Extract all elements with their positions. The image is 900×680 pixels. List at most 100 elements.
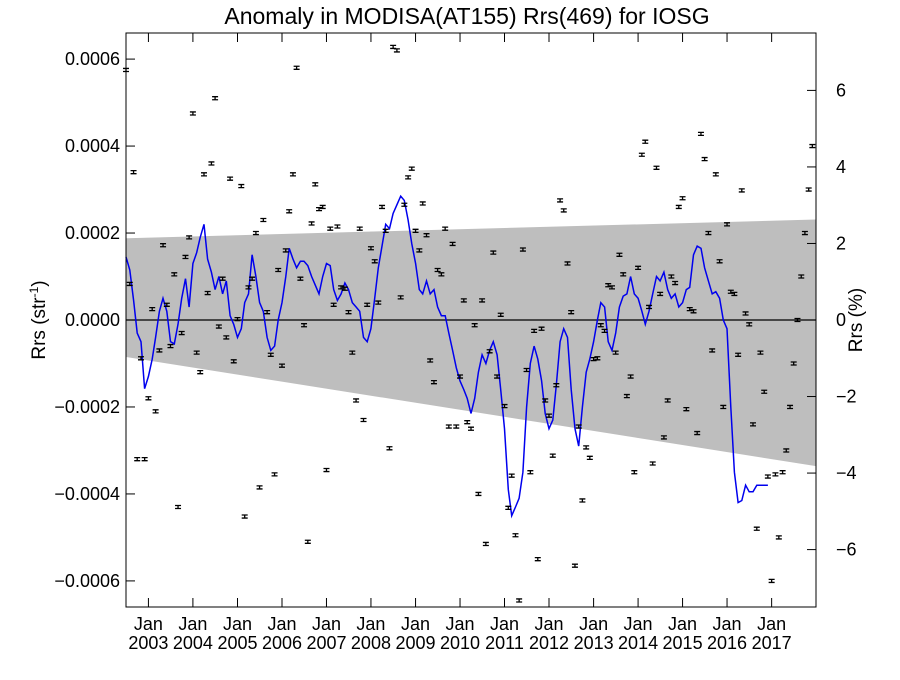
data-point	[245, 285, 252, 290]
x-tick-label-year: 2013	[574, 633, 614, 653]
data-point	[323, 467, 330, 473]
data-point	[171, 272, 178, 277]
data-point	[256, 485, 263, 490]
data-point	[586, 455, 593, 461]
data-point	[794, 317, 801, 323]
data-point	[163, 302, 170, 307]
data-point	[809, 143, 816, 149]
data-point	[457, 374, 464, 379]
data-point	[189, 111, 196, 116]
y-tick-label: 0.0004	[65, 136, 120, 156]
data-point	[419, 201, 426, 206]
data-point	[753, 526, 760, 531]
x-tick-label-month: Jan	[490, 614, 519, 634]
data-point	[775, 535, 782, 540]
data-point	[379, 204, 386, 210]
data-point	[798, 274, 805, 279]
data-point	[349, 350, 356, 355]
x-tick-label-month: Jan	[267, 614, 296, 634]
data-point	[249, 276, 256, 281]
data-point	[746, 322, 753, 327]
data-point	[642, 139, 649, 144]
data-point	[601, 328, 608, 334]
data-point	[278, 363, 285, 368]
data-point	[605, 283, 612, 288]
data-point	[345, 310, 352, 315]
data-point	[275, 267, 282, 273]
data-point	[724, 222, 731, 227]
data-point	[382, 228, 389, 234]
data-point	[638, 152, 645, 157]
data-point	[608, 285, 615, 290]
y2-tick-label: 2	[836, 233, 846, 253]
data-point	[727, 289, 734, 294]
data-point	[660, 435, 667, 440]
data-point	[571, 563, 578, 568]
x-tick-label-year: 2009	[396, 633, 436, 653]
x-tick-label-year: 2005	[217, 633, 257, 653]
data-point	[134, 456, 141, 462]
x-tick-label-month: Jan	[356, 614, 385, 634]
data-point	[560, 208, 567, 213]
x-tick-label-year: 2017	[752, 633, 792, 653]
data-point	[764, 474, 771, 479]
data-point	[204, 290, 211, 296]
data-point	[720, 404, 727, 410]
data-point	[505, 505, 512, 511]
data-point	[453, 424, 460, 429]
x-tick-label-month: Jan	[446, 614, 475, 634]
x-tick-label-year: 2011	[485, 633, 524, 653]
data-point	[293, 65, 300, 70]
y2-axis-label: Rrs (%)	[846, 288, 867, 352]
data-point	[486, 349, 493, 354]
x-tick-label-year: 2008	[351, 633, 391, 653]
data-point	[223, 335, 230, 340]
y-axis-label-main: Rrs (str	[29, 297, 50, 360]
data-point	[282, 248, 289, 253]
y-tick-label: −0.0002	[54, 397, 120, 417]
chart-title: Anomaly in MODISA(AT155) Rrs(469) for IO…	[224, 3, 709, 29]
y2-tick-label: −6	[836, 540, 857, 560]
data-point	[749, 422, 756, 427]
data-point	[416, 248, 423, 253]
x-tick-label-year: 2014	[618, 633, 658, 653]
x-tick-label-year: 2015	[663, 633, 703, 653]
data-point	[464, 420, 471, 425]
data-point	[152, 409, 159, 414]
data-point	[482, 541, 489, 547]
data-point	[271, 472, 278, 477]
x-tick-label-month: Jan	[178, 614, 207, 634]
data-point	[679, 196, 686, 201]
data-point	[241, 514, 248, 519]
data-point	[597, 323, 604, 328]
data-point	[230, 359, 237, 364]
data-point	[549, 453, 556, 458]
data-point	[156, 348, 163, 353]
data-point	[334, 224, 341, 229]
data-point	[787, 404, 794, 410]
data-point	[508, 473, 515, 478]
data-point	[193, 350, 200, 355]
data-point	[612, 350, 619, 355]
data-point	[427, 358, 434, 363]
x-tick-label-month: Jan	[223, 614, 252, 634]
data-point	[531, 328, 538, 334]
data-point	[405, 175, 412, 180]
x-tick-label-year: 2007	[306, 633, 346, 653]
data-point	[616, 252, 623, 257]
data-point	[264, 310, 271, 315]
data-point	[675, 204, 682, 210]
data-point	[579, 498, 586, 503]
y2-tick-label: 0	[836, 310, 846, 330]
data-point	[430, 380, 437, 385]
data-point	[805, 187, 812, 192]
data-point	[772, 472, 779, 477]
data-point	[620, 272, 627, 277]
data-point	[178, 330, 185, 336]
data-point	[393, 48, 400, 53]
data-point	[768, 578, 775, 584]
data-point	[735, 352, 742, 357]
data-point	[234, 316, 241, 322]
x-tick-label-month: Jan	[312, 614, 341, 634]
